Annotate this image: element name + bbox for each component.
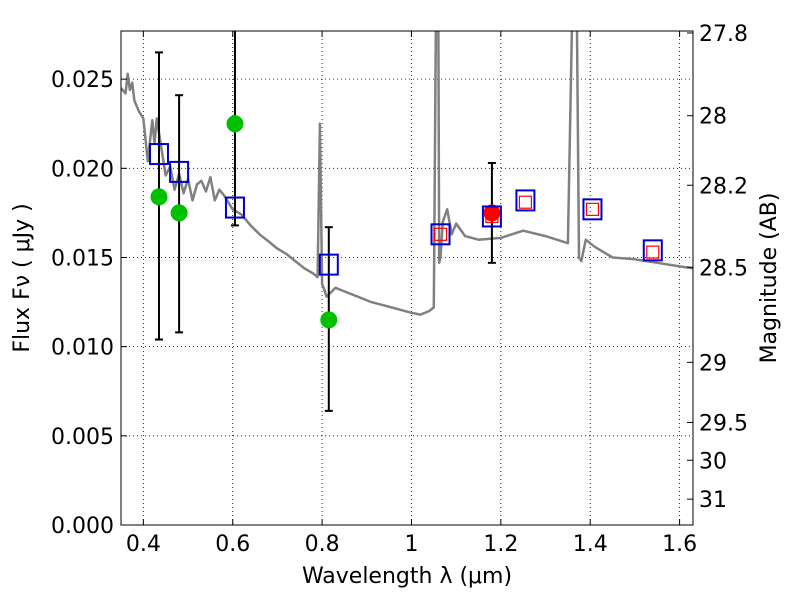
x-tick-label: 1.2	[483, 532, 518, 557]
y-tick-label: 0.005	[51, 425, 114, 450]
y-tick-label: 0.020	[51, 157, 114, 182]
x-axis-title: Wavelength λ (μm)	[302, 564, 512, 589]
blue-square-marker	[148, 143, 169, 166]
mag-tick-label: 28.5	[699, 256, 748, 281]
y-tick-label: 0.010	[51, 336, 114, 361]
y-tick-label: 0.015	[51, 246, 114, 271]
ticks: 0.4 0.6 0.8 1 1.2 1.4 1.6 0.000 0.005 0.010 0.015 0…	[51, 22, 748, 557]
blue-square-marker	[224, 196, 245, 219]
model-sed-line	[121, 31, 693, 316]
mag-tick-label: 28.2	[699, 174, 748, 199]
blue-square-marker	[481, 205, 502, 228]
y-axis-title-right: Magnitude (AB)	[757, 193, 782, 364]
mag-tick-label: 28	[699, 105, 727, 130]
y-axis-title-left: Flux Fν ( μJy )	[10, 203, 35, 352]
red-square-marker	[646, 245, 660, 259]
red-square-marker	[485, 209, 499, 224]
y-tick-label: 0.000	[51, 514, 114, 539]
x-tick-label: 1.4	[573, 532, 608, 557]
plot-frame	[120, 30, 694, 526]
mag-tick-label: 30	[699, 449, 727, 474]
red-square-marker	[518, 195, 533, 209]
green-data-point	[150, 188, 168, 206]
blue-square-marker	[515, 189, 536, 212]
green-data-point	[170, 204, 188, 222]
x-tick-label: 1.6	[662, 532, 697, 557]
x-tick-label: 1	[404, 532, 418, 557]
blue-square-marker	[430, 223, 451, 246]
plot-area	[121, 31, 693, 525]
red-square-marker	[433, 227, 448, 241]
green-data-point	[226, 115, 244, 133]
grid	[121, 31, 693, 525]
green-data-point	[320, 311, 338, 329]
blue-square-marker	[642, 239, 663, 262]
red-square-marker	[585, 202, 600, 216]
data-series	[121, 31, 693, 412]
blue-square-marker	[169, 160, 190, 183]
y-tick-label: 0.025	[51, 68, 114, 93]
blue-square-marker	[582, 198, 603, 221]
x-tick-label: 0.6	[215, 532, 250, 557]
mag-tick-label: 31	[699, 488, 727, 513]
mag-tick-label: 29	[699, 351, 727, 376]
mag-tick-label: 27.8	[699, 22, 748, 47]
blue-square-marker	[318, 253, 339, 276]
mag-tick-label: 29.5	[699, 411, 748, 436]
x-tick-label: 0.8	[305, 532, 340, 557]
x-tick-label: 0.4	[126, 532, 161, 557]
